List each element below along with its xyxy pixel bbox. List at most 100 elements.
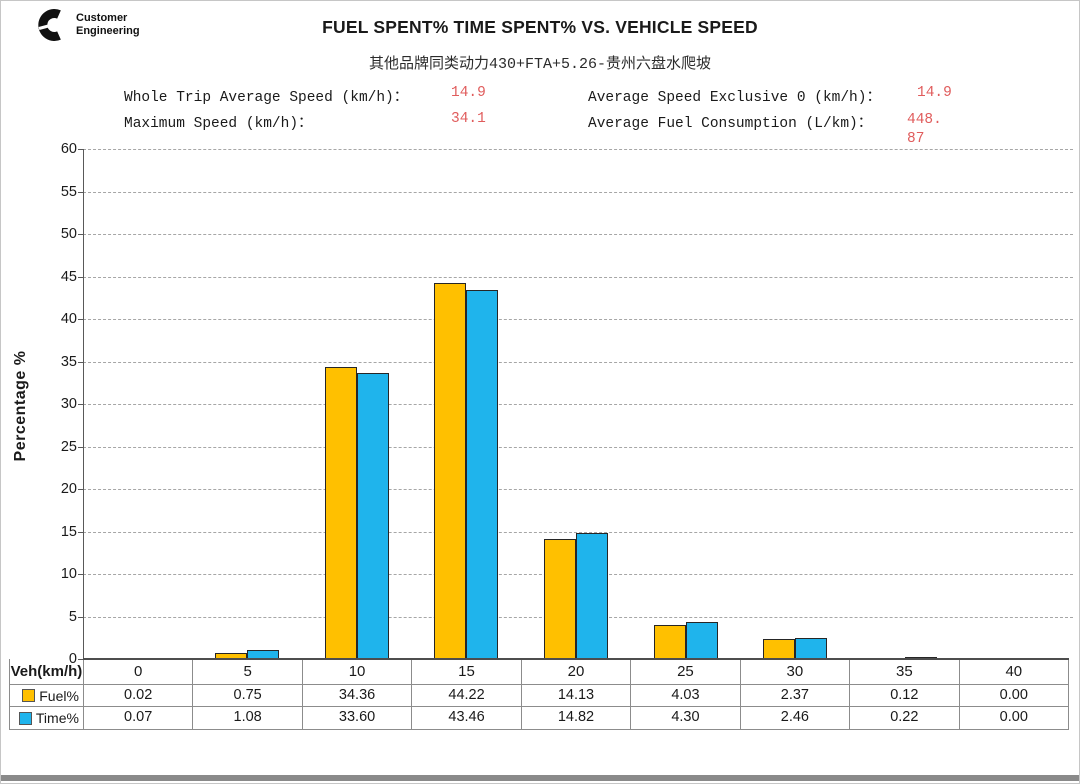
stat-whole-trip-avg-speed-label: Whole Trip Average Speed (km/h)： bbox=[124, 90, 409, 106]
fuel-value-cell-10: 34.36 bbox=[303, 685, 413, 706]
y-tick-label-0: 0 bbox=[68, 651, 77, 667]
y-tick-mark-10 bbox=[78, 574, 83, 575]
y-tick-label-20: 20 bbox=[60, 481, 77, 497]
y-tick-label-15: 15 bbox=[60, 523, 77, 540]
category-cell-35: 35 bbox=[850, 659, 960, 684]
x-axis-line bbox=[83, 658, 1069, 660]
y-tick-label-45: 45 bbox=[60, 268, 77, 285]
x-axis-label-cell: Veh(km/h) bbox=[10, 659, 84, 684]
bar-fuel-30 bbox=[763, 638, 796, 659]
y-axis-line bbox=[83, 149, 84, 730]
y-tick-label-50: 50 bbox=[60, 226, 77, 242]
y-tick-label-30: 30 bbox=[60, 396, 77, 412]
category-cell-40: 40 bbox=[960, 659, 1070, 684]
fuel-value-cell-15: 44.22 bbox=[412, 685, 522, 706]
stat-avg-speed-exclusive-0-label: Average Speed Exclusive 0 (km/h)： bbox=[588, 90, 881, 106]
table-header-row: Veh(km/h) 0 5 10 15 20 25 30 35 40 bbox=[9, 659, 1070, 685]
y-tick-mark-0 bbox=[78, 659, 83, 660]
category-cell-5: 5 bbox=[193, 659, 303, 684]
bar-fuel-25 bbox=[653, 624, 686, 659]
legend-item-fuel: Fuel% bbox=[10, 685, 84, 706]
brand-logo: Customer Engineering bbox=[37, 9, 140, 41]
bar-time-15 bbox=[466, 289, 499, 659]
fuel-legend-swatch-icon bbox=[22, 689, 36, 702]
time-value-cell-20: 14.82 bbox=[522, 707, 632, 729]
fuel-value-cell-30: 2.37 bbox=[741, 685, 851, 706]
y-tick-mark-30 bbox=[78, 404, 83, 405]
plot-area bbox=[78, 149, 1073, 660]
y-tick-label-55: 55 bbox=[60, 183, 77, 200]
category-cell-0: 0 bbox=[84, 659, 194, 684]
category-cell-10: 10 bbox=[303, 659, 413, 684]
time-value-cell-25: 4.30 bbox=[631, 707, 741, 729]
time-value-cell-10: 33.60 bbox=[303, 707, 413, 729]
fuel-legend-label: Fuel% bbox=[39, 687, 79, 704]
gridline-15 bbox=[83, 531, 1073, 533]
cummins-c-icon bbox=[38, 9, 68, 41]
logo-caption: Customer Engineering bbox=[76, 12, 140, 38]
y-tick-mark-35 bbox=[78, 361, 83, 363]
fuel-value-cell-5: 0.75 bbox=[193, 685, 303, 706]
gridline-30 bbox=[83, 404, 1073, 405]
y-tick-mark-60 bbox=[78, 149, 83, 150]
time-value-cell-0: 0.07 bbox=[84, 707, 194, 729]
y-tick-mark-15 bbox=[78, 531, 83, 533]
gridline-45 bbox=[83, 276, 1073, 278]
category-cell-30: 30 bbox=[741, 659, 851, 684]
y-tick-mark-40 bbox=[78, 319, 83, 320]
category-cell-25: 25 bbox=[631, 659, 741, 684]
y-tick-mark-5 bbox=[78, 616, 83, 618]
y-tick-mark-50 bbox=[78, 234, 83, 235]
logo-caption-line2: Engineering bbox=[76, 25, 140, 37]
gridline-20 bbox=[83, 489, 1073, 490]
time-value-cell-30: 2.46 bbox=[741, 707, 851, 729]
time-legend-swatch-icon bbox=[18, 711, 32, 725]
y-tick-label-40: 40 bbox=[60, 311, 77, 327]
time-value-cell-5: 1.08 bbox=[193, 707, 303, 729]
stat-maximum-speed-label: Maximum Speed (km/h)： bbox=[124, 116, 313, 132]
stat-avg-fuel-consumption-value: 448.87 bbox=[907, 112, 942, 147]
stat-maximum-speed-value: 34.1 bbox=[451, 111, 486, 127]
fuel-value-cell-20: 14.13 bbox=[522, 685, 632, 706]
y-tick-label-25: 25 bbox=[60, 438, 77, 455]
time-value-cell-40: 0.00 bbox=[960, 707, 1070, 729]
time-legend-label: Time% bbox=[35, 710, 79, 726]
y-tick-label-35: 35 bbox=[60, 353, 77, 370]
gridline-55 bbox=[83, 191, 1073, 193]
y-tick-label-5: 5 bbox=[68, 608, 77, 625]
chart-subtitle: 其他品牌同类动力430+FTA+5.26-贵州六盘水爬坡 bbox=[368, 56, 712, 73]
bar-fuel-20 bbox=[544, 538, 576, 659]
gridline-25 bbox=[83, 446, 1073, 448]
stat-avg-fuel-consumption-label: Average Fuel Consumption (L/km)： bbox=[588, 116, 873, 132]
bar-fuel-15 bbox=[434, 283, 467, 659]
logo-caption-line1: Customer bbox=[76, 12, 128, 24]
legend-item-time: Time% bbox=[10, 707, 84, 729]
bar-fuel-5 bbox=[215, 652, 248, 659]
bar-fuel-10 bbox=[324, 366, 357, 659]
bar-time-10 bbox=[356, 373, 389, 659]
bar-chart: Veh(km/h) 0 5 10 15 20 25 30 35 40 Fuel% 0.02 0.7… bbox=[1, 141, 1079, 731]
y-tick-label-60: 60 bbox=[60, 141, 77, 157]
time-value-cell-15: 43.46 bbox=[412, 707, 522, 729]
window-bottom-border bbox=[1, 775, 1079, 781]
category-cell-15: 15 bbox=[412, 659, 522, 684]
y-tick-mark-55 bbox=[78, 191, 83, 193]
time-value-cell-35: 0.22 bbox=[850, 707, 960, 729]
y-tick-mark-25 bbox=[78, 446, 83, 448]
category-cell-20: 20 bbox=[522, 659, 632, 684]
bar-time-5 bbox=[247, 649, 280, 659]
table-row-fuel: Fuel% 0.02 0.75 34.36 44.22 14.13 4.03 2.37 0.1… bbox=[9, 685, 1070, 707]
fuel-value-cell-35: 0.12 bbox=[850, 685, 960, 706]
gridline-35 bbox=[83, 361, 1073, 363]
fuel-value-cell-40: 0.00 bbox=[960, 685, 1070, 706]
stat-avg-speed-exclusive-0-value: 14.9 bbox=[917, 85, 952, 101]
gridline-50 bbox=[83, 234, 1073, 235]
bar-time-30 bbox=[795, 638, 828, 659]
bar-time-20 bbox=[576, 533, 608, 659]
fuel-value-cell-25: 4.03 bbox=[631, 685, 741, 706]
gridline-40 bbox=[83, 319, 1073, 320]
y-tick-label-10: 10 bbox=[60, 566, 77, 582]
y-tick-mark-45 bbox=[78, 276, 83, 278]
bar-time-25 bbox=[685, 622, 718, 659]
